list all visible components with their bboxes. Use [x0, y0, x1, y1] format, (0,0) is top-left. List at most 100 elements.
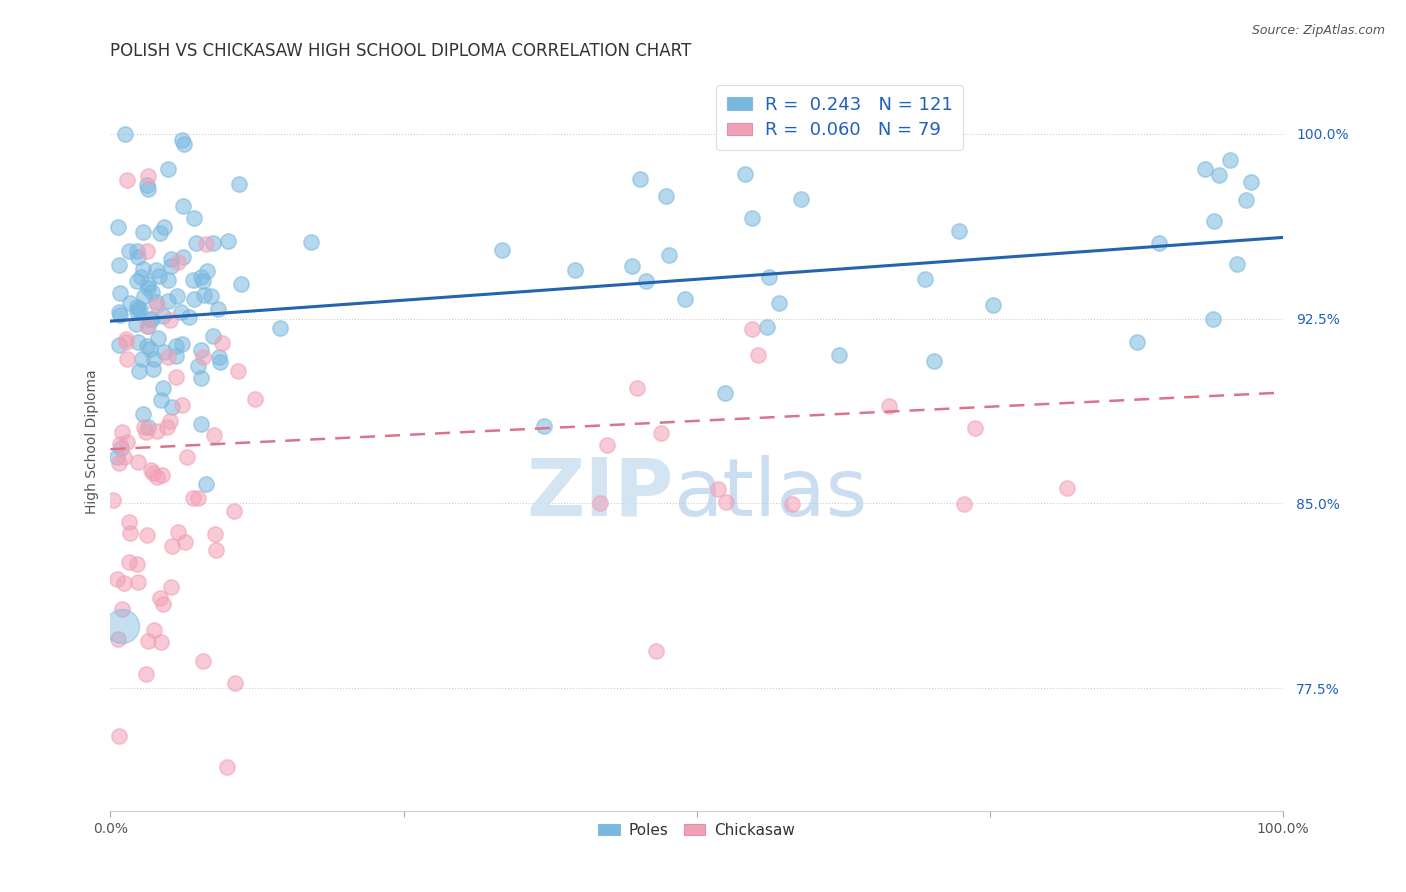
- Point: [1056, 481, 1078, 495]
- Point: [187, 491, 209, 505]
- Point: [191, 654, 214, 668]
- Point: [118, 516, 141, 530]
- Point: [117, 173, 139, 187]
- Y-axis label: High School Diploma: High School Diploma: [86, 369, 100, 514]
- Point: [172, 199, 194, 213]
- Point: [127, 251, 149, 265]
- Point: [107, 632, 129, 646]
- Point: [172, 250, 194, 264]
- Point: [139, 311, 162, 326]
- Point: [645, 643, 668, 657]
- Point: [135, 244, 157, 259]
- Point: [169, 305, 191, 319]
- Point: [125, 244, 148, 258]
- Point: [167, 255, 190, 269]
- Point: [564, 263, 586, 277]
- Point: [183, 292, 205, 306]
- Point: [135, 318, 157, 333]
- Point: [145, 424, 167, 438]
- Point: [115, 335, 138, 350]
- Point: [159, 313, 181, 327]
- Point: [1234, 193, 1257, 207]
- Point: [135, 339, 157, 353]
- Point: [533, 419, 555, 434]
- Point: [111, 425, 134, 439]
- Point: [655, 189, 678, 203]
- Point: [172, 133, 194, 147]
- Point: [131, 262, 153, 277]
- Point: [156, 273, 179, 287]
- Point: [174, 534, 197, 549]
- Point: [141, 466, 163, 480]
- Point: [138, 281, 160, 295]
- Point: [127, 455, 149, 469]
- Point: [228, 177, 250, 191]
- Point: [111, 602, 134, 616]
- Point: [156, 161, 179, 176]
- Point: [129, 269, 152, 284]
- Point: [136, 634, 159, 648]
- Point: [714, 495, 737, 509]
- Point: [127, 301, 149, 316]
- Point: [107, 305, 129, 319]
- Point: [165, 349, 187, 363]
- Point: [211, 336, 233, 351]
- Point: [658, 247, 681, 261]
- Point: [177, 310, 200, 324]
- Point: [149, 591, 172, 606]
- Point: [118, 555, 141, 569]
- Point: [191, 274, 214, 288]
- Point: [160, 539, 183, 553]
- Point: [1240, 175, 1263, 189]
- Point: [790, 192, 813, 206]
- Point: [157, 294, 180, 309]
- Point: [181, 273, 204, 287]
- Point: [143, 352, 166, 367]
- Point: [245, 392, 267, 406]
- Point: [160, 252, 183, 267]
- Point: [118, 296, 141, 310]
- Point: [1147, 236, 1170, 251]
- Point: [963, 421, 986, 435]
- Point: [159, 259, 181, 273]
- Point: [165, 339, 187, 353]
- Text: atlas: atlas: [673, 455, 868, 533]
- Point: [190, 370, 212, 384]
- Point: [128, 363, 150, 377]
- Point: [217, 234, 239, 248]
- Point: [101, 492, 124, 507]
- Point: [207, 301, 229, 316]
- Point: [190, 269, 212, 284]
- Point: [756, 320, 779, 334]
- Point: [135, 527, 157, 541]
- Point: [172, 336, 194, 351]
- Point: [673, 293, 696, 307]
- Point: [152, 310, 174, 324]
- Point: [1226, 257, 1249, 271]
- Point: [1208, 168, 1230, 182]
- Point: [127, 574, 149, 589]
- Text: Source: ZipAtlas.com: Source: ZipAtlas.com: [1251, 24, 1385, 37]
- Point: [125, 305, 148, 319]
- Point: [141, 311, 163, 326]
- Point: [129, 301, 152, 316]
- Point: [215, 760, 238, 774]
- Point: [136, 182, 159, 196]
- Point: [165, 370, 187, 384]
- Point: [112, 575, 135, 590]
- Point: [183, 211, 205, 226]
- Point: [149, 393, 172, 408]
- Point: [634, 274, 657, 288]
- Point: [156, 419, 179, 434]
- Point: [187, 359, 209, 373]
- Point: [714, 385, 737, 400]
- Point: [108, 730, 131, 744]
- Point: [138, 342, 160, 356]
- Point: [139, 463, 162, 477]
- Point: [148, 269, 170, 284]
- Point: [747, 348, 769, 362]
- Point: [132, 420, 155, 434]
- Point: [135, 425, 157, 439]
- Point: [191, 350, 214, 364]
- Point: [229, 277, 252, 291]
